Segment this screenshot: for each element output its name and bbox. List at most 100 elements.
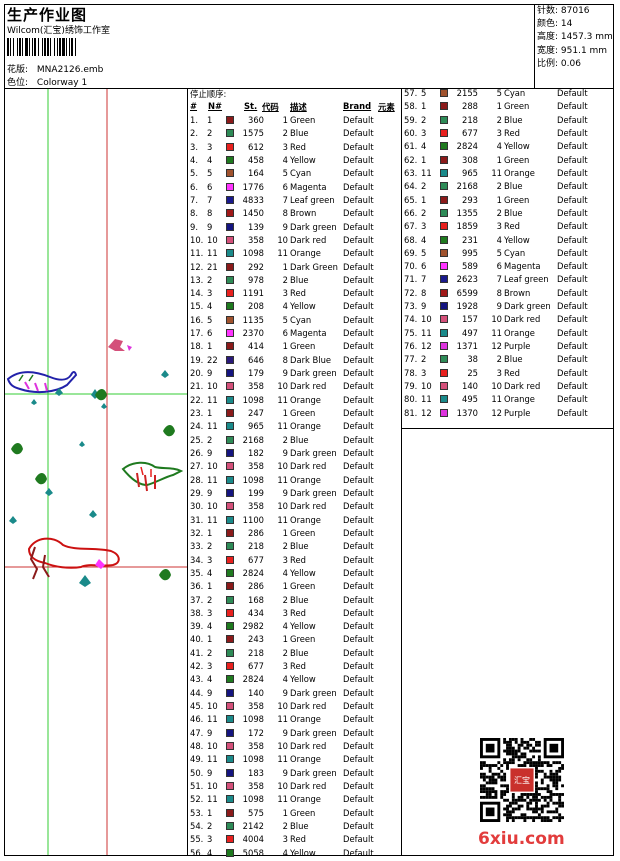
cell-brand: Default [343, 474, 374, 485]
cell-stitches: 308 [462, 154, 478, 165]
cell-brand: Default [343, 607, 374, 618]
cell-brand: Default [343, 554, 374, 565]
cell-stitches: 965 [248, 421, 264, 432]
cell-needle: 2 [207, 274, 213, 285]
cell-needle: 2 [207, 647, 213, 658]
cell-stitches: 5058 [242, 847, 264, 858]
cell-num: 34. [190, 554, 204, 565]
color-swatch [226, 422, 234, 431]
cell-brand: Default [343, 248, 374, 259]
cell-brand: Default [343, 434, 374, 445]
color-swatch [226, 195, 234, 204]
cell-desc: Purple [504, 341, 531, 352]
cell-brand: Default [343, 341, 374, 352]
cell-needle: 10 [207, 741, 218, 752]
cell-num: 48. [190, 741, 204, 752]
cell-num: 52. [190, 794, 204, 805]
cell-desc: Blue [504, 207, 523, 218]
cell-stitches: 358 [248, 461, 264, 472]
cell-num: 77. [404, 354, 418, 365]
cell-desc: Yellow [290, 674, 316, 685]
cell-stitches: 139 [248, 221, 264, 232]
color-swatch [440, 142, 448, 151]
cell-desc: Magenta [504, 261, 541, 272]
color-swatch [226, 209, 234, 218]
cell-num: 26. [190, 448, 204, 458]
cell-desc: Dark red [290, 501, 327, 512]
cell-stitches: 1098 [242, 474, 264, 485]
cell-num: 15. [190, 301, 204, 312]
cell-code: 4 [282, 301, 288, 312]
color-swatch [226, 835, 234, 844]
color-swatch [226, 382, 234, 391]
cell-code: 10 [277, 701, 288, 712]
stat-label: 针数: [537, 6, 559, 16]
cell-brand: Default [557, 234, 588, 245]
cell-num: 71. [404, 274, 418, 285]
stat-row: 高度: 1457.3 mm [537, 31, 613, 44]
cell-needle: 2 [207, 594, 213, 605]
cell-needle: 3 [207, 554, 213, 565]
cell-brand: Default [343, 767, 374, 778]
cell-stitches: 218 [462, 114, 478, 125]
cell-stitches: 612 [248, 141, 264, 152]
cell-desc: Orange [504, 327, 535, 338]
cell-desc: Yellow [504, 234, 530, 245]
color-swatch [440, 195, 448, 204]
cell-code: 3 [496, 127, 502, 138]
cell-stitches: 2168 [456, 181, 478, 192]
cell-num: 47. [190, 727, 204, 738]
cell-stitches: 164 [248, 168, 264, 179]
cell-needle: 9 [207, 487, 213, 498]
cell-needle: 11 [207, 394, 218, 405]
cell-needle: 6 [207, 328, 213, 339]
cell-desc: Dark red [504, 314, 541, 325]
cell-num: 1. [190, 115, 198, 125]
cell-stitches: 2824 [242, 567, 264, 578]
cell-brand: Default [343, 634, 374, 645]
cell-brand: Default [557, 247, 588, 258]
cell-brand: Default [557, 88, 588, 98]
color-swatch [226, 662, 234, 671]
color-swatch [440, 89, 448, 97]
pattern-info: 花版: MNA2126.emb [7, 62, 103, 75]
cell-desc: Leaf green [504, 274, 549, 285]
cell-code: 9 [282, 727, 288, 738]
cell-desc: Green [290, 115, 316, 125]
cell-code: 9 [496, 301, 502, 312]
color-swatch [226, 435, 234, 444]
cell-stitches: 358 [248, 234, 264, 245]
cell-needle: 3 [207, 607, 213, 618]
color-swatch [226, 795, 234, 804]
color-swatch [440, 395, 448, 404]
cell-brand: Default [343, 527, 374, 538]
cell-code: 2 [282, 434, 288, 445]
color-swatch [226, 768, 234, 777]
cell-needle: 4 [207, 674, 213, 685]
cell-brand: Default [343, 501, 374, 512]
cell-stitches: 589 [462, 261, 478, 272]
cell-num: 41. [190, 647, 204, 658]
cell-needle: 9 [207, 448, 213, 458]
stat-label: 颜色: [537, 19, 559, 30]
cell-code: 8 [282, 354, 288, 365]
cell-stitches: 140 [248, 687, 264, 698]
cell-num: 45. [190, 701, 204, 712]
cell-stitches: 677 [248, 554, 264, 565]
cell-needle: 1 [207, 527, 213, 538]
cell-stitches: 358 [248, 781, 264, 791]
cell-desc: Red [290, 607, 306, 618]
cell-needle: 2 [207, 541, 213, 552]
cell-desc: Green [290, 634, 316, 645]
cell-code: 3 [282, 834, 288, 845]
cell-code: 2 [282, 541, 288, 552]
cell-needle: 5 [421, 247, 427, 258]
cell-num: 7. [190, 194, 198, 205]
cell-stitches: 434 [248, 607, 264, 618]
color-swatch [226, 395, 234, 404]
cell-needle: 10 [207, 461, 218, 472]
cell-needle: 10 [207, 234, 218, 245]
cell-stitches: 497 [462, 327, 478, 338]
cell-needle: 21 [207, 261, 218, 272]
cell-code: 6 [282, 181, 288, 192]
